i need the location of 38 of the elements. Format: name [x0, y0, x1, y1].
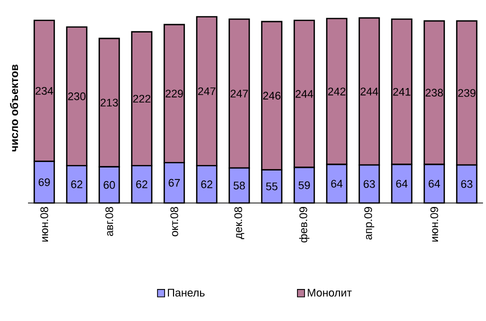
- data-label: 247: [230, 90, 248, 98]
- data-label: 229: [166, 90, 183, 98]
- x-tick-label: авг.08: [105, 207, 114, 236]
- data-label: 63: [364, 180, 375, 188]
- data-label: 247: [198, 87, 216, 96]
- data-label: 244: [360, 88, 378, 96]
- data-label: 222: [133, 94, 150, 103]
- data-label: 60: [104, 181, 115, 189]
- data-label: 63: [461, 180, 472, 188]
- data-label: 241: [393, 88, 410, 96]
- data-label: 64: [331, 180, 343, 188]
- x-tick-label: дек.08: [234, 207, 244, 240]
- data-label: 62: [136, 180, 148, 188]
- legend-label: Монолит: [308, 288, 352, 297]
- data-label: 64: [428, 180, 440, 188]
- data-label: 69: [38, 178, 50, 186]
- x-tick-label: июн.08: [40, 207, 48, 242]
- data-label: 230: [68, 92, 86, 100]
- x-tick-label: окт.08: [170, 207, 178, 236]
- data-label: 64: [396, 180, 408, 188]
- x-tick-label: фев.09: [299, 207, 310, 242]
- data-label: 59: [298, 181, 310, 190]
- data-label: 238: [426, 88, 443, 97]
- data-label: 55: [266, 182, 278, 190]
- x-tick-label: июн.09: [430, 207, 438, 242]
- data-label: 239: [458, 89, 476, 97]
- data-label: 58: [234, 182, 245, 190]
- data-label: 242: [328, 88, 346, 96]
- data-label: 246: [263, 92, 280, 100]
- data-label: 62: [71, 180, 82, 188]
- legend-label: Панель: [168, 288, 205, 297]
- data-label: 244: [296, 90, 314, 98]
- data-label: 62: [201, 180, 212, 188]
- data-label: 67: [168, 178, 180, 187]
- data-label: 234: [36, 86, 54, 95]
- x-tick-label: апр.09: [364, 207, 374, 240]
- data-label: 213: [100, 98, 118, 107]
- y-axis-title: число объектов: [10, 64, 18, 152]
